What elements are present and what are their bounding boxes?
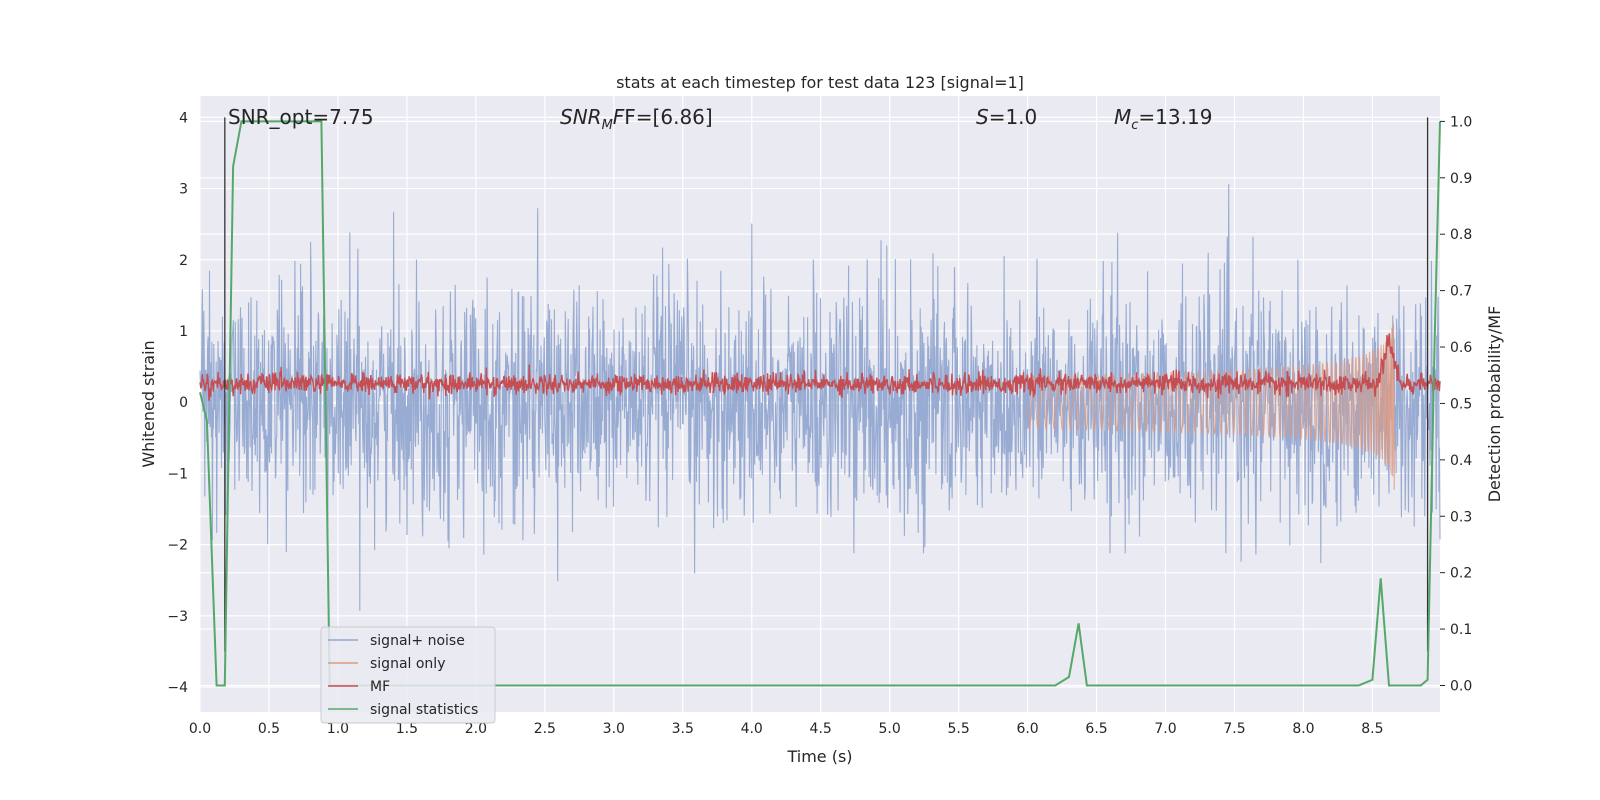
legend-label-signal-statistics: signal statistics — [370, 702, 478, 718]
annotation-snr-mf: SNRMFF=[6.86] — [560, 105, 713, 133]
y2-tick-label: 0.8 — [1450, 227, 1472, 243]
annotation-snr-mf-tail-italic: F — [613, 105, 625, 129]
y2-tick-label: 0.4 — [1450, 453, 1472, 469]
x-tick-label: 1.5 — [396, 721, 418, 737]
y-axis-label: Whitened strain — [139, 340, 158, 467]
y-tick-label: 4 — [179, 110, 188, 126]
x-tick-label: 4.0 — [741, 721, 763, 737]
x-tick-label: 6.5 — [1085, 721, 1107, 737]
x-tick-label: 7.5 — [1223, 721, 1245, 737]
annotation-snr-mf-main: SNR — [560, 105, 602, 129]
x-tick-label: 4.5 — [810, 721, 832, 737]
y2-tick-label: 0.1 — [1450, 622, 1472, 638]
annotation-mc-main: M — [1114, 105, 1131, 129]
series-layer — [199, 117, 1441, 687]
x-tick-label: 7.0 — [1154, 721, 1176, 737]
series-signal-only — [1027, 323, 1395, 490]
x-tick-label: 0.5 — [258, 721, 280, 737]
y2-axis-label: Detection probability/MF — [1485, 306, 1504, 503]
x-tick-label: 2.5 — [534, 721, 556, 737]
x-tick-label: 1.0 — [327, 721, 349, 737]
y2-tick-label: 0.5 — [1450, 396, 1472, 412]
y-tick-label: −2 — [167, 538, 188, 554]
chart-title: stats at each timestep for test data 123… — [616, 73, 1024, 92]
x-tick-label: 5.5 — [947, 721, 969, 737]
series-mf — [199, 333, 1441, 401]
annotation-s-tail: =1.0 — [989, 105, 1038, 129]
y2-tick-label: 0.0 — [1450, 678, 1472, 694]
y-tick-label: −4 — [167, 680, 188, 696]
annotation-mc: Mc=13.19 — [1114, 105, 1212, 133]
y-tick-label: 2 — [179, 253, 188, 269]
y-tick-label: 0 — [179, 395, 188, 411]
series-signal-statistics — [199, 120, 1441, 687]
annotation-mc-tail: =13.19 — [1138, 105, 1212, 129]
y2-tick-label: 0.6 — [1450, 340, 1472, 356]
x-tick-label: 3.0 — [603, 721, 625, 737]
x-tick-label: 3.5 — [672, 721, 694, 737]
x-tick-label: 8.0 — [1292, 721, 1314, 737]
y2-tick-label: 0.7 — [1450, 284, 1472, 300]
legend-label-signal-only: signal only — [370, 656, 445, 672]
x-tick-label: 0.0 — [189, 721, 211, 737]
y-tick-label: 3 — [179, 182, 188, 198]
y2-tick-label: 0.2 — [1450, 566, 1472, 582]
y2-tick-label: 0.3 — [1450, 509, 1472, 525]
annotation-mc-sub: c — [1131, 118, 1138, 133]
series-signal-noise — [199, 184, 1441, 612]
y2-tick-label: 1.0 — [1450, 114, 1472, 130]
annotation-s: S=1.0 — [976, 105, 1037, 129]
legend-box — [320, 626, 496, 724]
annotation-s-main: S — [976, 105, 989, 129]
legend: signal+ noise signal only MF signal stat… — [320, 626, 496, 724]
y-tick-label: −3 — [167, 609, 188, 625]
annotation-snr-mf-tail: F=[6.86] — [624, 105, 712, 129]
annotation-snr-mf-sub: M — [602, 118, 613, 133]
x-tick-label: 2.0 — [465, 721, 487, 737]
annotation-snr-opt: SNR_opt=7.75 — [228, 105, 374, 129]
y-tick-label: −1 — [167, 466, 188, 482]
legend-label-signal-noise: signal+ noise — [370, 633, 465, 649]
tick-labels: 0.0 0.5 1.0 1.5 2.0 2.5 3.0 3.5 4.0 4.5 5.0 5.5 6.0 6… — [167, 110, 1472, 737]
x-axis-label: Time (s) — [786, 747, 852, 766]
legend-label-mf: MF — [370, 679, 390, 695]
x-tick-label: 8.5 — [1361, 721, 1383, 737]
y-tick-label: 1 — [179, 324, 188, 340]
x-tick-label: 6.0 — [1016, 721, 1038, 737]
y2-tick-label: 0.9 — [1450, 171, 1472, 187]
x-tick-label: 5.0 — [879, 721, 901, 737]
